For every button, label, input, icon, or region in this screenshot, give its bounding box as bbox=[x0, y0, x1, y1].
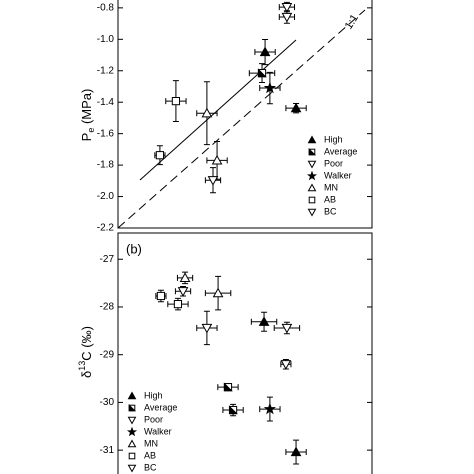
legend-marker bbox=[307, 183, 317, 192]
panel-frame bbox=[117, 232, 373, 474]
panel-label: (b) bbox=[126, 241, 142, 256]
legend-label: Poor bbox=[144, 414, 163, 424]
point bbox=[281, 2, 293, 13]
point bbox=[257, 68, 267, 78]
legend-marker bbox=[127, 416, 137, 425]
y-tick-label: -1.0 bbox=[97, 34, 115, 45]
legend-label: BC bbox=[324, 206, 337, 216]
point bbox=[258, 316, 270, 326]
y-tick-label: -1.4 bbox=[97, 97, 115, 108]
label-part: δ bbox=[79, 371, 94, 378]
y-tick-label: -30 bbox=[100, 397, 115, 408]
y-tick-label: -0.8 bbox=[97, 3, 115, 14]
point bbox=[263, 402, 277, 415]
point bbox=[201, 323, 213, 334]
legend-marker bbox=[308, 196, 316, 204]
legend-marker bbox=[307, 160, 317, 169]
point bbox=[223, 382, 233, 392]
point bbox=[259, 46, 271, 57]
y-tick-label: -2.0 bbox=[97, 191, 115, 202]
legend-label: High bbox=[144, 390, 163, 400]
marker-part bbox=[128, 403, 137, 412]
y-tick-label: -1.8 bbox=[97, 160, 115, 171]
legend-marker bbox=[306, 170, 318, 181]
point bbox=[156, 291, 166, 301]
y-tick-label: -29 bbox=[100, 349, 115, 360]
legend-label: Poor bbox=[324, 158, 343, 168]
marker-part bbox=[257, 68, 267, 78]
label-part: (MPa) bbox=[79, 89, 94, 128]
point bbox=[207, 176, 219, 186]
legend-marker bbox=[127, 391, 137, 400]
point bbox=[201, 107, 213, 118]
point bbox=[179, 272, 191, 282]
legend-marker bbox=[307, 135, 317, 144]
legend-label: MN bbox=[144, 438, 158, 448]
legend-label: Average bbox=[324, 146, 357, 156]
y-tick-label: -1.6 bbox=[97, 128, 115, 139]
legend-label: AB bbox=[324, 194, 336, 204]
label-part: P bbox=[79, 133, 94, 142]
y-axis-label: δ13C (‰) bbox=[77, 326, 94, 378]
point bbox=[228, 405, 238, 415]
legend-label: Walker bbox=[324, 170, 352, 180]
point bbox=[211, 154, 223, 165]
legend-marker bbox=[127, 464, 137, 473]
point bbox=[280, 360, 292, 370]
legend-marker bbox=[307, 208, 317, 217]
y-tick-label: -31 bbox=[100, 445, 115, 456]
point bbox=[171, 97, 181, 106]
identity-line bbox=[117, 9, 366, 229]
marker-part bbox=[308, 147, 317, 156]
marker-part bbox=[228, 405, 238, 415]
point bbox=[281, 12, 293, 23]
label-part: e bbox=[86, 128, 96, 133]
legend-label: BC bbox=[144, 462, 157, 472]
legend-label: Average bbox=[144, 402, 177, 412]
y-axis-label: Pe (MPa) bbox=[79, 89, 96, 142]
point bbox=[173, 300, 183, 309]
panel-frame bbox=[117, 0, 373, 229]
label-part: C (‰) bbox=[79, 326, 94, 361]
y-tick-label: -1.2 bbox=[97, 65, 115, 76]
y-tick-label: -28 bbox=[100, 302, 115, 313]
point bbox=[177, 287, 189, 297]
marker-part bbox=[223, 382, 233, 392]
label-part: 13 bbox=[77, 361, 87, 371]
point bbox=[281, 323, 293, 334]
legend-label: MN bbox=[324, 182, 338, 192]
legend-label: High bbox=[324, 134, 343, 144]
legend-marker bbox=[126, 426, 138, 437]
regression-line bbox=[139, 39, 297, 181]
point bbox=[263, 81, 277, 94]
legend-label: AB bbox=[144, 450, 156, 460]
y-tick-label: -2.2 bbox=[97, 223, 115, 234]
y-tick-label: -27 bbox=[100, 254, 115, 265]
legend-marker bbox=[308, 147, 317, 156]
point bbox=[290, 102, 302, 113]
legend-marker bbox=[128, 452, 136, 460]
legend-label: Walker bbox=[144, 426, 172, 436]
point bbox=[290, 446, 302, 457]
legend-marker bbox=[128, 403, 137, 412]
point bbox=[212, 287, 224, 298]
point bbox=[155, 151, 165, 160]
legend-marker bbox=[127, 439, 137, 448]
